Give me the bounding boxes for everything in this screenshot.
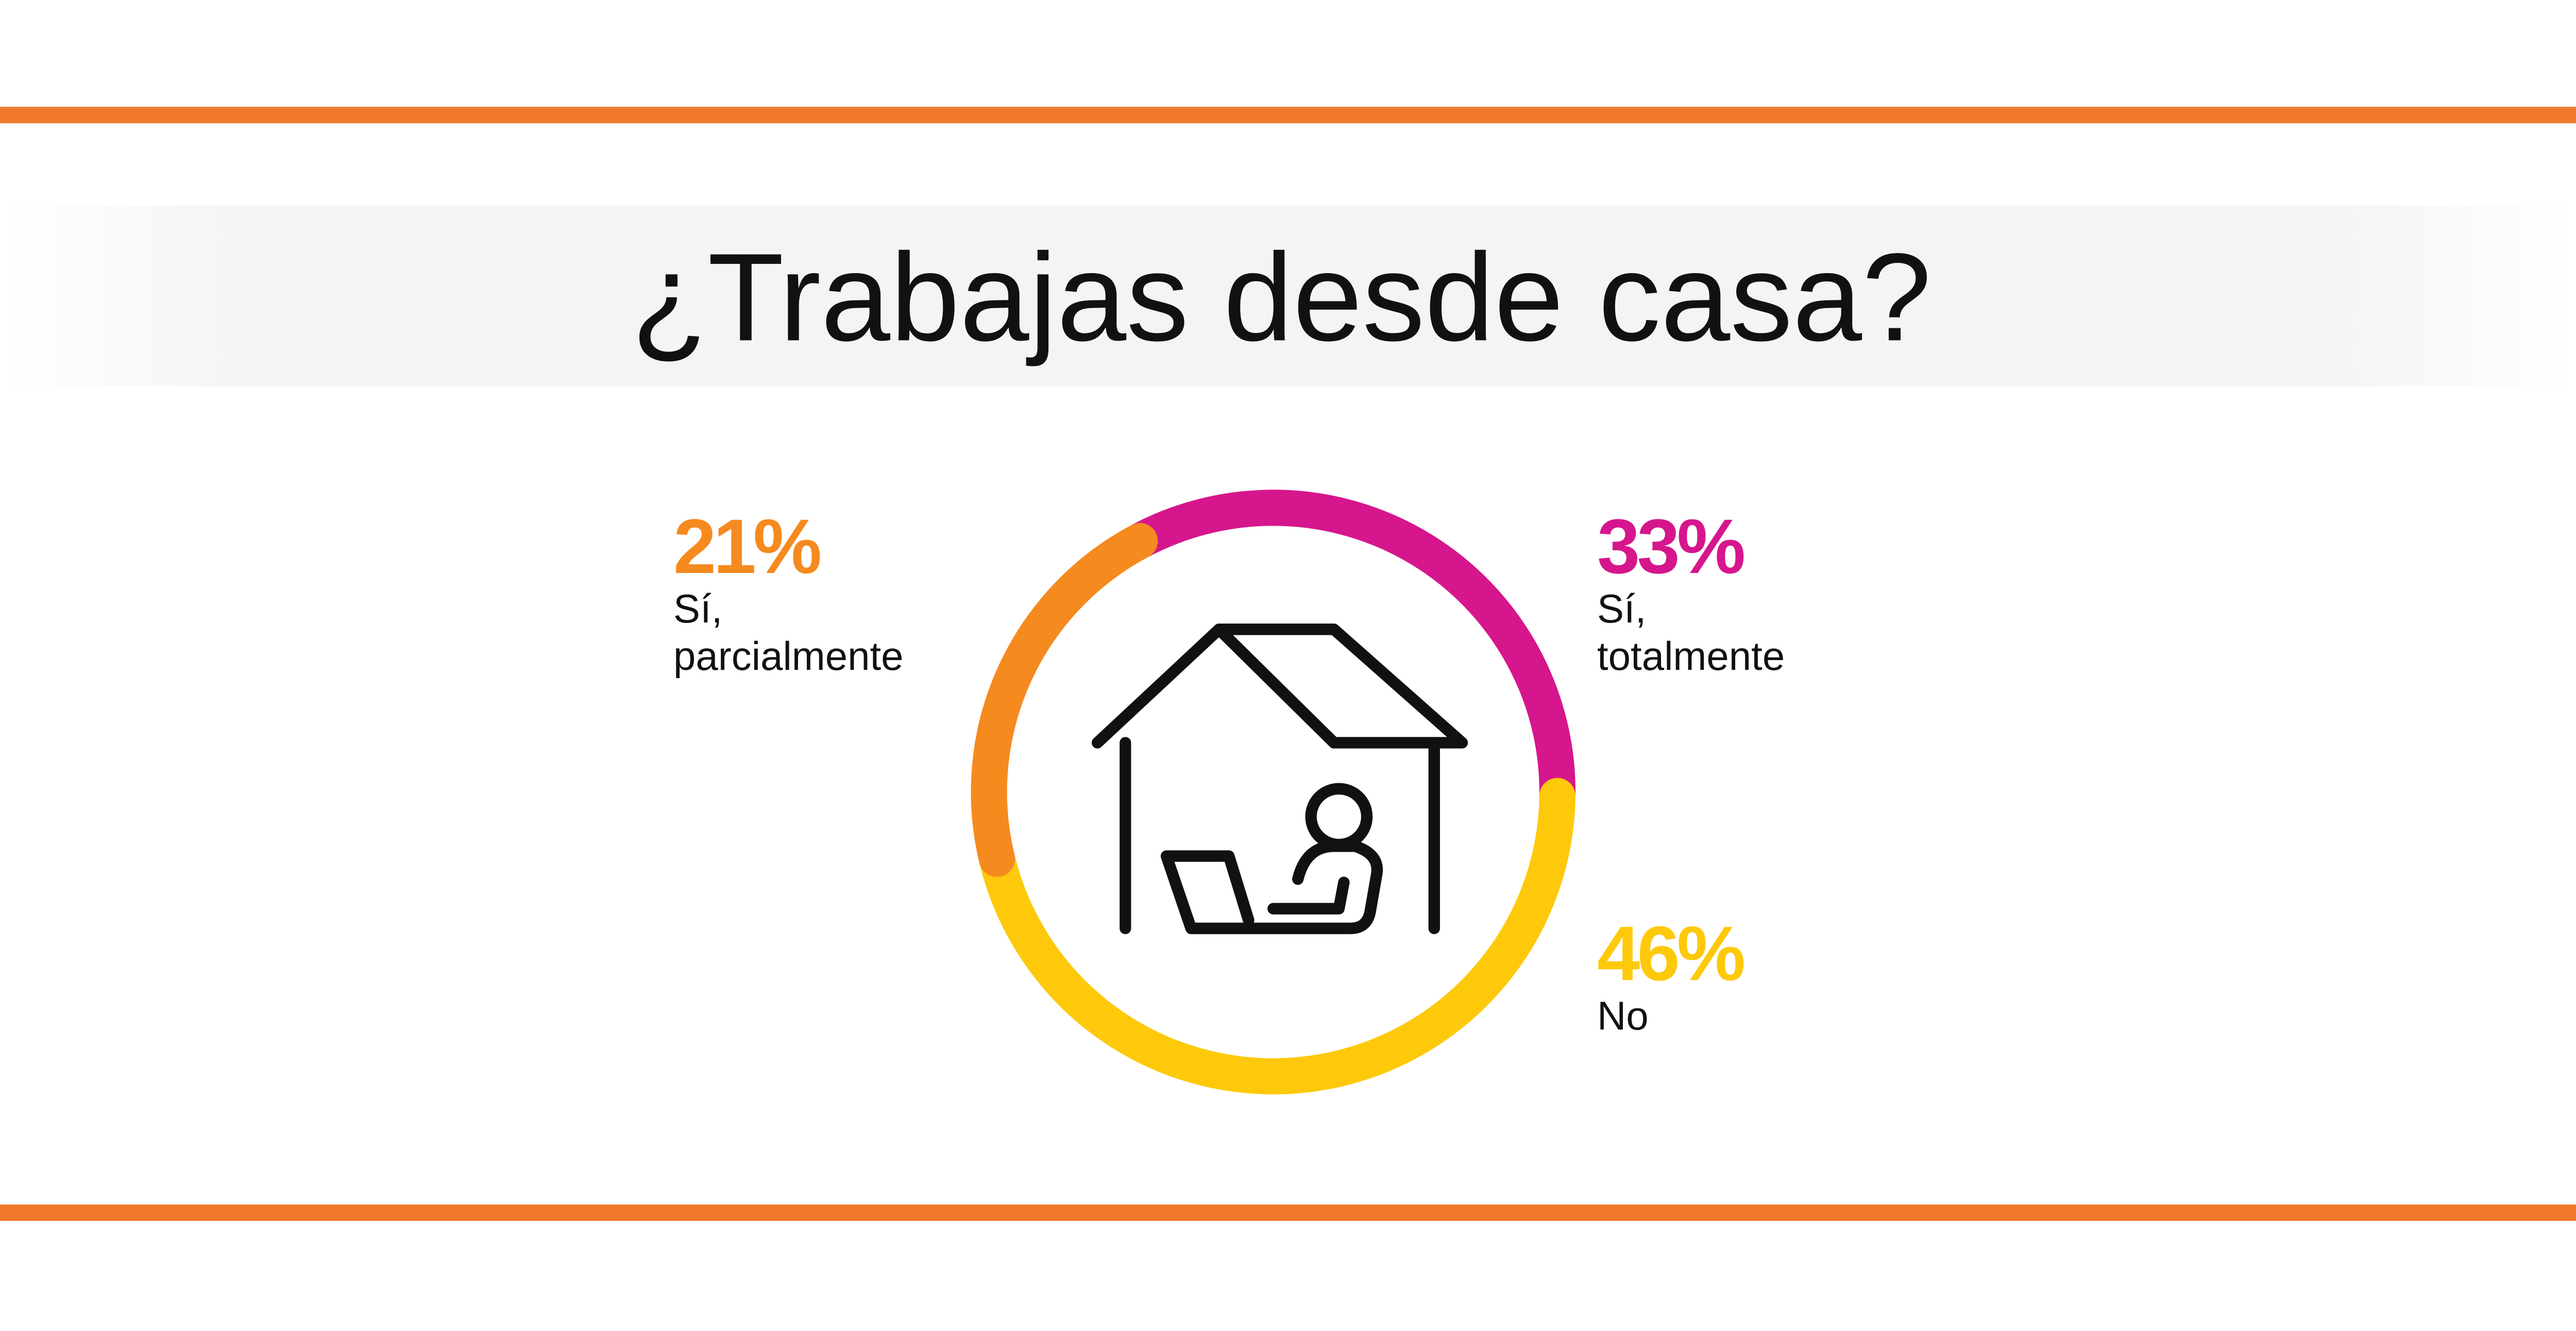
house-icon [1091,624,1468,934]
donut-segment [971,523,1158,877]
category-label: Sí, parcialmente [673,586,904,679]
value-label: 21% [673,503,822,589]
legend-label: 33% Sí, totalmente [1597,508,1803,680]
legend-label: 46% No [1597,915,1803,1039]
value-label: 33% [1597,503,1745,589]
title-band [0,205,2576,386]
donut [971,490,1575,1094]
value-label: 46% [1597,910,1745,997]
category-label: Sí, totalmente [1597,586,1785,679]
legend-label: 21% Sí, parcialmente [673,503,904,680]
bottom-rule [0,1204,2576,1221]
category-label: No [1597,993,1649,1038]
donut-segment [1122,490,1575,814]
top-rule [0,107,2576,124]
chart-title: ¿Trabajas desde casa? [632,228,1931,367]
donut-segment [979,778,1575,1094]
